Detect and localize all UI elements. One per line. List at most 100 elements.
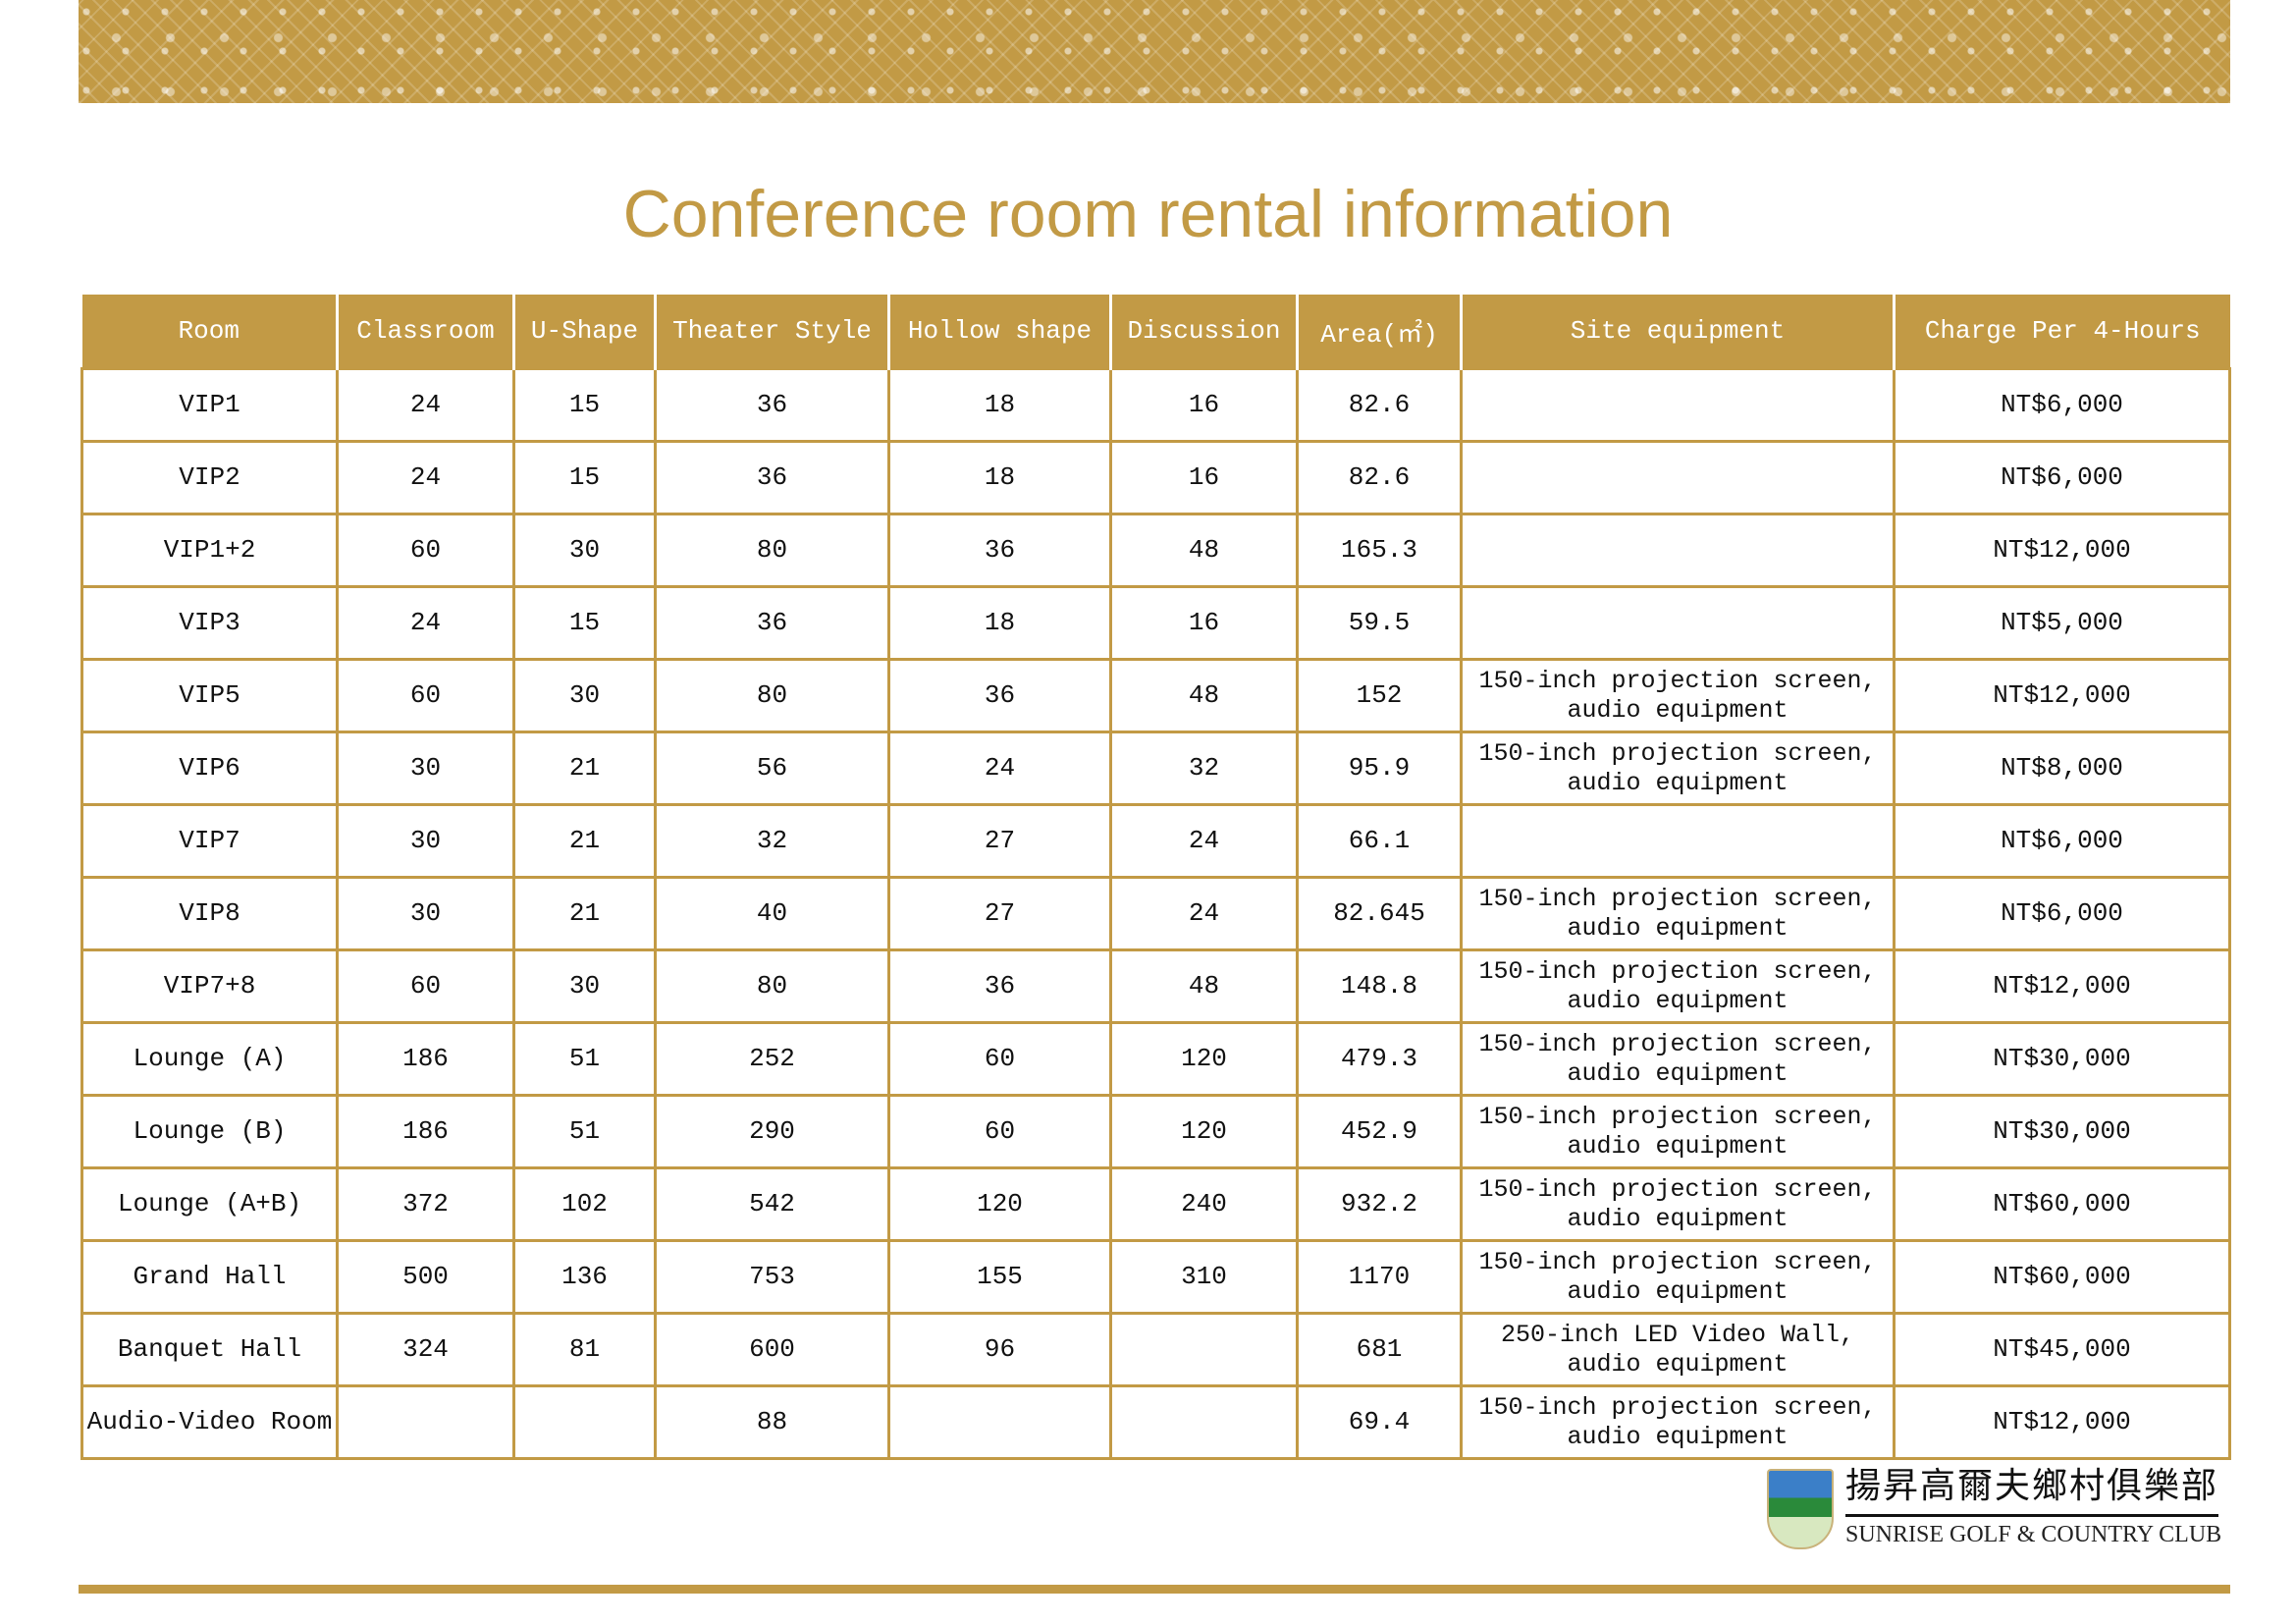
table-cell: NT$6,000 xyxy=(1893,440,2231,515)
room-name-cell: Audio-Video Room xyxy=(80,1384,339,1460)
table-cell: NT$12,000 xyxy=(1893,1384,2231,1460)
table-cell: 24 xyxy=(1109,876,1299,951)
room-name-cell: VIP5 xyxy=(80,658,339,733)
table-cell: 681 xyxy=(1296,1312,1463,1387)
equipment-cell: 150-inch projection screen, audio equipm… xyxy=(1460,1094,1896,1169)
table-cell: 18 xyxy=(887,585,1112,661)
equipment-cell: 150-inch projection screen, audio equipm… xyxy=(1460,658,1896,733)
table-cell: NT$5,000 xyxy=(1893,585,2231,661)
table-row: VIP8 30 21 40 27 24 82.645 150-inch projection … xyxy=(80,876,2231,951)
room-name-cell: VIP3 xyxy=(80,585,339,661)
column-header: Area(㎡) xyxy=(1296,295,1462,369)
table-cell: 80 xyxy=(654,658,890,733)
table-cell: 66.1 xyxy=(1296,803,1463,879)
table-cell: 48 xyxy=(1109,658,1299,733)
table-cell: 56 xyxy=(654,731,890,806)
table-cell: 80 xyxy=(654,948,890,1024)
page-title: Conference room rental information xyxy=(622,177,1674,251)
table-cell: 48 xyxy=(1109,513,1299,588)
table-cell: 30 xyxy=(336,803,515,879)
table-header-row: Room Classroom U-Shape Theater Style Hollow … xyxy=(81,295,2230,369)
table-cell: 310 xyxy=(1109,1239,1299,1315)
equipment-cell: 150-inch projection screen, audio equipm… xyxy=(1460,731,1896,806)
table-cell: 51 xyxy=(512,1021,657,1097)
table-cell: 120 xyxy=(887,1166,1112,1242)
table-cell: 15 xyxy=(512,440,657,515)
table-cell: 186 xyxy=(336,1021,515,1097)
table-cell: 32 xyxy=(654,803,890,879)
table-cell: 21 xyxy=(512,803,657,879)
room-name-cell: VIP8 xyxy=(80,876,339,951)
table-cell: 16 xyxy=(1109,585,1299,661)
table-cell: 24 xyxy=(336,585,515,661)
table-cell: 40 xyxy=(654,876,890,951)
table-cell: 60 xyxy=(336,948,515,1024)
table-cell: 30 xyxy=(512,658,657,733)
table-row: Lounge (A+B) 372 102 542 120 240 932.2 150-inch… xyxy=(80,1166,2231,1242)
table-row: Banquet Hall 324 81 600 96 681 250-inch LED Vi… xyxy=(80,1312,2231,1387)
table-cell: 24 xyxy=(1109,803,1299,879)
room-name-cell: VIP7+8 xyxy=(80,948,339,1024)
table-cell: 30 xyxy=(512,513,657,588)
logo-chinese-name: 揚昇高爾夫鄉村俱樂部 xyxy=(1845,1466,2219,1506)
table-cell: NT$6,000 xyxy=(1893,803,2231,879)
column-header: Classroom xyxy=(336,295,514,369)
table-cell: NT$12,000 xyxy=(1893,513,2231,588)
table-cell: 36 xyxy=(654,585,890,661)
table-row: VIP5 60 30 80 36 48 152 150-inch projection scr… xyxy=(80,658,2231,733)
table-cell: NT$60,000 xyxy=(1893,1166,2231,1242)
room-name-cell: VIP1 xyxy=(80,367,339,443)
table-cell: 30 xyxy=(336,876,515,951)
table-cell: 36 xyxy=(887,513,1112,588)
table-row: VIP2 24 15 36 18 16 82.6 NT$6,000 xyxy=(80,440,2231,515)
table-cell: 24 xyxy=(336,367,515,443)
table-cell: 15 xyxy=(512,367,657,443)
equipment-cell: 150-inch projection screen, audio equipm… xyxy=(1460,1021,1896,1097)
room-name-cell: Banquet Hall xyxy=(80,1312,339,1387)
room-name-cell: Lounge (B) xyxy=(80,1094,339,1169)
table-cell xyxy=(512,1384,657,1460)
table-cell: 240 xyxy=(1109,1166,1299,1242)
table-cell: 95.9 xyxy=(1296,731,1463,806)
column-header: Hollow shape xyxy=(887,295,1111,369)
column-header: Room xyxy=(81,295,338,369)
table-cell: NT$12,000 xyxy=(1893,658,2231,733)
table-cell: NT$60,000 xyxy=(1893,1239,2231,1315)
table-cell: 82.645 xyxy=(1296,876,1463,951)
table-cell: 36 xyxy=(654,440,890,515)
table-cell: 48 xyxy=(1109,948,1299,1024)
room-name-cell: VIP6 xyxy=(80,731,339,806)
table-cell: 32 xyxy=(1109,731,1299,806)
table-cell: 18 xyxy=(887,440,1112,515)
table-cell: 542 xyxy=(654,1166,890,1242)
club-logo: 揚昇高爾夫鄉村俱樂部 SUNRISE GOLF & COUNTRY CLUB xyxy=(1767,1463,2228,1549)
table-cell: 15 xyxy=(512,585,657,661)
table-cell: 27 xyxy=(887,876,1112,951)
table-cell: 60 xyxy=(336,513,515,588)
column-header: Charge Per 4-Hours xyxy=(1893,295,2230,369)
room-name-cell: VIP1+2 xyxy=(80,513,339,588)
equipment-cell: 150-inch projection screen, audio equipm… xyxy=(1460,1384,1896,1460)
table-cell: 88 xyxy=(654,1384,890,1460)
table-cell xyxy=(336,1384,515,1460)
table-row: VIP1 24 15 36 18 16 82.6 NT$6,000 xyxy=(80,367,2231,443)
logo-text: 揚昇高爾夫鄉村俱樂部 SUNRISE GOLF & COUNTRY CLUB xyxy=(1845,1463,2221,1548)
table-cell: 30 xyxy=(512,948,657,1024)
table-cell: 120 xyxy=(1109,1094,1299,1169)
table-cell xyxy=(1109,1312,1299,1387)
table-cell: NT$6,000 xyxy=(1893,876,2231,951)
column-header: Theater Style xyxy=(654,295,889,369)
table-cell: 96 xyxy=(887,1312,1112,1387)
table-row: Lounge (A) 186 51 252 60 120 479.3 150-inch pro… xyxy=(80,1021,2231,1097)
column-header: U-Shape xyxy=(512,295,656,369)
table-cell xyxy=(887,1384,1112,1460)
table-cell: NT$6,000 xyxy=(1893,367,2231,443)
equipment-cell xyxy=(1460,513,1896,588)
table-cell: 152 xyxy=(1296,658,1463,733)
table-cell: 80 xyxy=(654,513,890,588)
table-cell: 753 xyxy=(654,1239,890,1315)
table-cell: 60 xyxy=(887,1021,1112,1097)
table-cell: 324 xyxy=(336,1312,515,1387)
table-cell: 290 xyxy=(654,1094,890,1169)
table-cell: 81 xyxy=(512,1312,657,1387)
